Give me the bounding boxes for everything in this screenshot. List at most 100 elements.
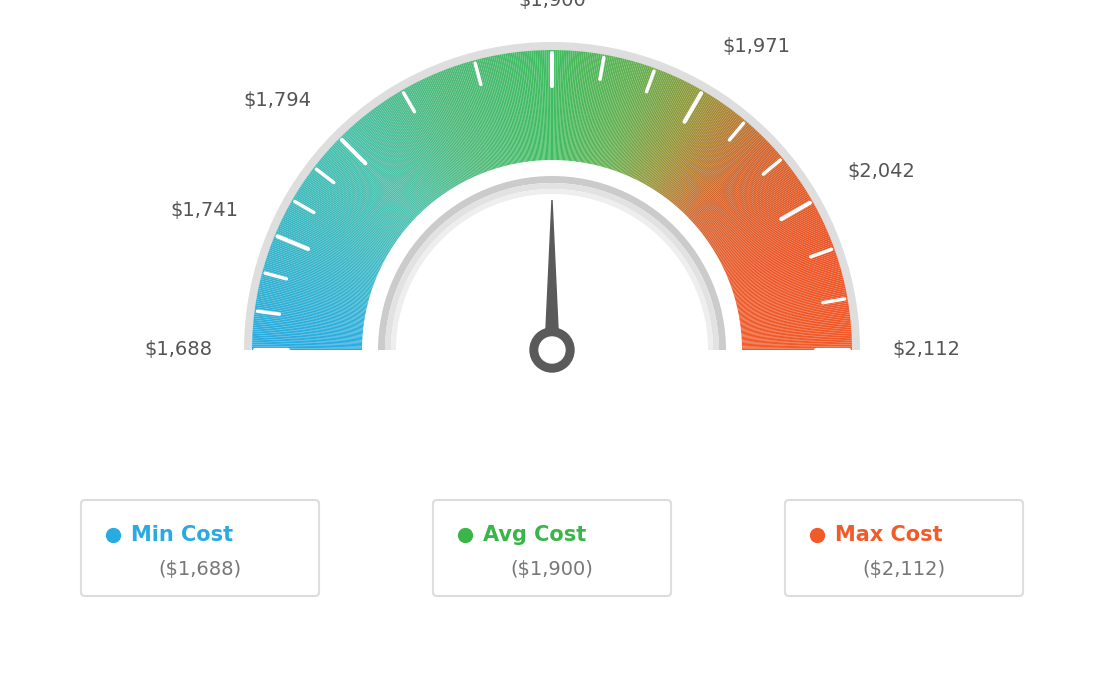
Wedge shape — [606, 66, 650, 191]
Wedge shape — [677, 149, 776, 238]
Wedge shape — [294, 196, 408, 264]
Wedge shape — [631, 86, 694, 202]
Wedge shape — [650, 107, 730, 215]
Wedge shape — [286, 210, 403, 273]
Wedge shape — [302, 181, 413, 257]
Wedge shape — [498, 55, 522, 185]
Wedge shape — [501, 54, 524, 184]
FancyBboxPatch shape — [81, 500, 319, 596]
Wedge shape — [282, 219, 401, 277]
Wedge shape — [686, 169, 793, 250]
Wedge shape — [258, 288, 388, 317]
Wedge shape — [604, 65, 647, 190]
Wedge shape — [704, 224, 825, 280]
Wedge shape — [554, 50, 558, 182]
Wedge shape — [265, 261, 392, 301]
Wedge shape — [537, 50, 544, 182]
Wedge shape — [373, 108, 453, 215]
Wedge shape — [300, 184, 412, 258]
Circle shape — [530, 328, 574, 372]
Wedge shape — [396, 92, 466, 206]
Wedge shape — [555, 50, 560, 182]
Wedge shape — [696, 194, 809, 264]
Wedge shape — [255, 303, 386, 325]
Wedge shape — [400, 91, 467, 206]
Wedge shape — [640, 95, 711, 208]
Wedge shape — [616, 72, 668, 195]
Wedge shape — [688, 172, 795, 251]
Wedge shape — [699, 204, 815, 269]
Wedge shape — [669, 134, 762, 230]
Wedge shape — [634, 88, 700, 204]
Wedge shape — [585, 56, 614, 186]
Wedge shape — [696, 196, 810, 264]
Wedge shape — [426, 77, 482, 197]
Wedge shape — [417, 81, 478, 200]
Wedge shape — [329, 148, 428, 237]
Wedge shape — [601, 63, 641, 190]
Wedge shape — [436, 72, 488, 195]
Wedge shape — [453, 66, 497, 192]
Wedge shape — [603, 64, 645, 190]
Wedge shape — [629, 83, 691, 201]
Wedge shape — [658, 118, 743, 221]
Wedge shape — [577, 53, 599, 184]
Wedge shape — [273, 239, 396, 289]
Wedge shape — [595, 60, 630, 188]
Wedge shape — [719, 313, 850, 330]
Wedge shape — [325, 153, 425, 241]
Wedge shape — [275, 235, 397, 286]
Wedge shape — [707, 235, 829, 286]
Wedge shape — [626, 80, 684, 199]
Wedge shape — [630, 84, 693, 201]
Wedge shape — [684, 166, 790, 248]
Wedge shape — [259, 281, 389, 313]
Wedge shape — [569, 52, 584, 183]
Wedge shape — [620, 76, 677, 197]
Wedge shape — [720, 327, 851, 338]
Wedge shape — [657, 115, 741, 219]
Wedge shape — [592, 59, 625, 187]
Wedge shape — [256, 302, 386, 324]
Wedge shape — [257, 290, 388, 317]
Wedge shape — [716, 290, 847, 317]
Wedge shape — [423, 79, 480, 199]
Wedge shape — [346, 131, 437, 228]
Wedge shape — [463, 63, 503, 190]
Wedge shape — [262, 272, 390, 307]
Wedge shape — [358, 120, 444, 222]
Wedge shape — [693, 189, 806, 261]
Text: $2,112: $2,112 — [892, 340, 960, 359]
Wedge shape — [553, 50, 555, 182]
Wedge shape — [276, 231, 397, 284]
Wedge shape — [694, 193, 808, 263]
Wedge shape — [255, 305, 386, 326]
Wedge shape — [331, 146, 428, 237]
Wedge shape — [407, 86, 473, 203]
Wedge shape — [335, 142, 431, 234]
Wedge shape — [566, 51, 581, 183]
Wedge shape — [253, 326, 384, 337]
Wedge shape — [533, 50, 542, 182]
Wedge shape — [291, 201, 406, 267]
Wedge shape — [265, 263, 391, 302]
Wedge shape — [327, 150, 426, 239]
Wedge shape — [683, 163, 788, 246]
Wedge shape — [702, 214, 820, 275]
Wedge shape — [490, 56, 519, 186]
Wedge shape — [573, 52, 592, 184]
Wedge shape — [718, 297, 848, 322]
Wedge shape — [648, 104, 725, 213]
Wedge shape — [362, 160, 742, 350]
Wedge shape — [410, 86, 473, 202]
Wedge shape — [714, 273, 842, 308]
Wedge shape — [496, 55, 521, 185]
Wedge shape — [511, 52, 530, 184]
Wedge shape — [671, 138, 765, 232]
Wedge shape — [666, 129, 756, 227]
Wedge shape — [664, 125, 752, 225]
Wedge shape — [333, 144, 431, 235]
Wedge shape — [584, 56, 612, 186]
Wedge shape — [283, 215, 402, 275]
Wedge shape — [698, 201, 813, 267]
